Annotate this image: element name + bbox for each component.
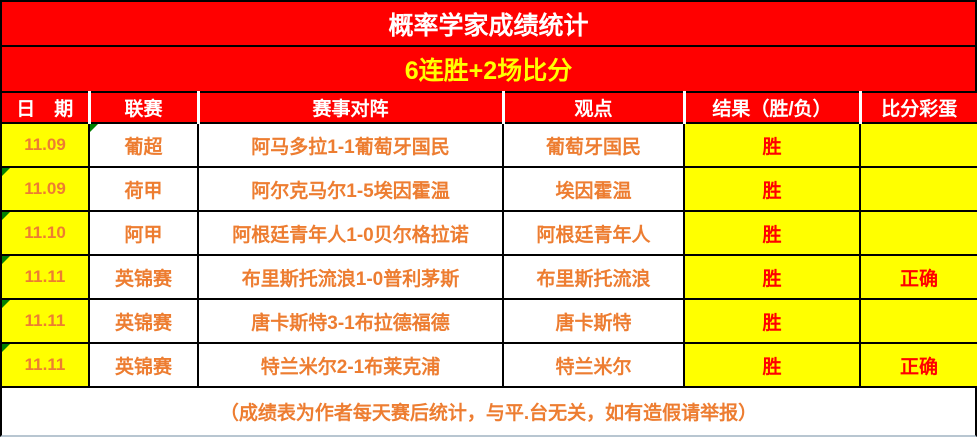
league-cell: 葡超 — [88, 122, 199, 168]
view-cell: 特兰米尔 — [502, 342, 685, 388]
header-result: 结果（胜/负） — [682, 91, 860, 124]
bonus-cell: 正确 — [859, 342, 977, 388]
table-row: 11.11 英锦赛 布里斯托流浪1-0普利茅斯 布里斯托流浪 胜 正确 — [0, 254, 977, 300]
view-cell: 布里斯托流浪 — [502, 254, 685, 300]
header-view: 观点 — [501, 91, 684, 124]
cell-indicator-triangle-icon — [3, 301, 10, 308]
header-bonus: 比分彩蛋 — [858, 91, 977, 124]
result-cell: 胜 — [683, 342, 861, 388]
date-cell: 11.11 — [0, 254, 90, 300]
header-row: 日 期 联赛 赛事对阵 观点 结果（胜/负） 比分彩蛋 — [0, 91, 977, 124]
match-cell: 阿尔克马尔1-5埃因霍温 — [197, 166, 504, 212]
bonus-cell — [859, 210, 977, 256]
cell-indicator-triangle-icon — [3, 345, 10, 352]
page-title: 概率学家成绩统计 — [388, 11, 589, 40]
league-cell: 英锦赛 — [88, 342, 199, 388]
table-row: 11.09 荷甲 阿尔克马尔1-5埃因霍温 埃因霍温 胜 — [0, 166, 977, 212]
date-cell: 11.11 — [0, 298, 90, 344]
results-table: 日 期 联赛 赛事对阵 观点 结果（胜/负） 比分彩蛋 11.09 葡超 阿马多… — [0, 91, 977, 388]
bonus-cell — [859, 166, 977, 212]
result-cell: 胜 — [683, 122, 861, 168]
cell-indicator-triangle-icon — [91, 125, 98, 132]
league-cell: 英锦赛 — [88, 298, 199, 344]
match-cell: 阿根廷青年人1-0贝尔格拉诺 — [197, 210, 504, 256]
view-cell: 葡萄牙国民 — [502, 122, 685, 168]
view-cell: 埃因霍温 — [502, 166, 685, 212]
table-row: 11.11 英锦赛 唐卡斯特3-1布拉德福德 唐卡斯特 胜 — [0, 298, 977, 344]
result-cell: 胜 — [683, 254, 861, 300]
bonus-cell — [859, 122, 977, 168]
header-match: 赛事对阵 — [196, 91, 503, 124]
cell-indicator-triangle-icon — [3, 257, 10, 264]
league-cell: 荷甲 — [88, 166, 199, 212]
date-cell: 11.09 — [0, 122, 90, 168]
view-cell: 阿根廷青年人 — [502, 210, 685, 256]
subtitle-banner: 6连胜+2场比分 — [0, 45, 977, 91]
bonus-cell — [859, 298, 977, 344]
bonus-cell: 正确 — [859, 254, 977, 300]
footer-disclaimer: （成绩表为作者每天赛后统计，与平.台无关，如有造假请举报） — [0, 388, 977, 437]
date-cell: 11.09 — [0, 166, 90, 212]
league-cell: 阿甲 — [88, 210, 199, 256]
match-cell: 特兰米尔2-1布莱克浦 — [197, 342, 504, 388]
title-banner: 概率学家成绩统计 — [0, 0, 977, 45]
table-row: 11.09 葡超 阿马多拉1-1葡萄牙国民 葡萄牙国民 胜 — [0, 122, 977, 168]
table-row: 11.11 英锦赛 特兰米尔2-1布莱克浦 特兰米尔 胜 正确 — [0, 342, 977, 388]
view-cell: 唐卡斯特 — [502, 298, 685, 344]
footer-disclaimer-text: （成绩表为作者每天赛后统计，与平.台无关，如有造假请举报） — [219, 403, 758, 424]
league-cell: 英锦赛 — [88, 254, 199, 300]
date-cell: 11.11 — [0, 342, 90, 388]
match-cell: 阿马多拉1-1葡萄牙国民 — [197, 122, 504, 168]
date-cell: 11.10 — [0, 210, 90, 256]
header-league: 联赛 — [87, 91, 198, 124]
header-date: 日 期 — [0, 91, 89, 124]
streak-subtitle: 6连胜+2场比分 — [404, 57, 573, 85]
match-cell: 布里斯托流浪1-0普利茅斯 — [197, 254, 504, 300]
result-cell: 胜 — [683, 166, 861, 212]
result-cell: 胜 — [683, 210, 861, 256]
table-row: 11.10 阿甲 阿根廷青年人1-0贝尔格拉诺 阿根廷青年人 胜 — [0, 210, 977, 256]
match-cell: 唐卡斯特3-1布拉德福德 — [197, 298, 504, 344]
cell-indicator-triangle-icon — [3, 169, 10, 176]
result-cell: 胜 — [683, 298, 861, 344]
cell-indicator-triangle-icon — [3, 213, 10, 220]
